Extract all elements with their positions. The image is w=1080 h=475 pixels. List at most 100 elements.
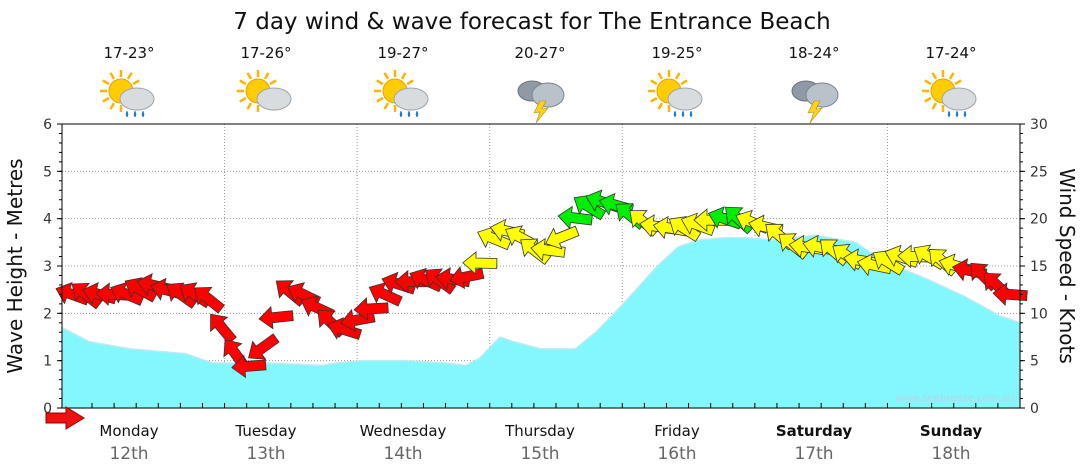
left-tick-label: 1 <box>43 354 52 370</box>
date-label: 17th <box>794 444 833 464</box>
sun-ray <box>263 72 270 80</box>
cloud-shape <box>667 87 703 111</box>
weather-row: 17-23° 17-26° 19-27° 20-27° 19-25° 18-24° 17-2… <box>100 44 977 124</box>
rain-drop <box>673 110 677 118</box>
storm-icon <box>791 80 839 124</box>
watermark: www.seabreeze.com.au <box>896 393 1014 404</box>
day-label: Sunday <box>920 422 983 440</box>
sun-ray <box>246 72 253 80</box>
cloud-shape <box>531 82 565 108</box>
wind-arrow <box>530 237 566 262</box>
day-label: Saturday <box>776 422 853 440</box>
date-label: 12th <box>109 444 148 464</box>
storm-icon <box>517 80 565 124</box>
wind-arrow <box>462 251 498 275</box>
day-label: Friday <box>654 422 700 440</box>
left-tick-label: 6 <box>43 117 52 133</box>
left-axis: 0 1 2 3 4 5 6 <box>43 117 62 417</box>
right-tick-label: 25 <box>1030 164 1048 180</box>
temperature-range: 17-26° <box>240 44 291 62</box>
rain-drop <box>415 110 419 118</box>
sun-ray <box>924 96 932 103</box>
sun-ray <box>269 79 277 86</box>
rain-drop <box>963 110 967 118</box>
left-tick-label: 5 <box>43 164 52 180</box>
sun-ray <box>383 72 390 80</box>
sun-ray <box>132 79 140 86</box>
date-label: 14th <box>383 444 422 464</box>
cloud-shape <box>805 82 839 108</box>
sun-ray <box>650 96 658 103</box>
wind-arrow <box>327 317 363 340</box>
temperature-range: 19-27° <box>377 44 428 62</box>
temperature-range: 20-27° <box>514 44 565 62</box>
sun-ray <box>657 102 664 110</box>
left-tick-label: 0 <box>43 401 52 417</box>
plot-area <box>55 123 1028 409</box>
sun-ray <box>246 102 253 110</box>
left-tick-label: 2 <box>43 306 52 322</box>
rain-drop <box>125 110 129 118</box>
x-axis: Monday 12th Tuesday 13th Wednesday 14th Thursd… <box>91 403 1021 464</box>
sun-ray <box>109 72 116 80</box>
day-label: Thursday <box>504 422 575 440</box>
sun-ray <box>954 79 962 86</box>
left-tick-label: 4 <box>43 212 52 228</box>
sun-ray <box>650 79 658 86</box>
left-tick-label: 3 <box>43 259 52 275</box>
cloud-shape <box>393 87 429 111</box>
day-label: Wednesday <box>360 422 447 440</box>
date-label: 18th <box>931 444 970 464</box>
cloud-shape <box>119 87 155 111</box>
sun-cloud-rain-icon <box>374 70 429 118</box>
sun-ray <box>239 96 247 103</box>
sun-ray <box>674 72 681 80</box>
sun-ray <box>406 79 414 86</box>
sun-cloud-rain-icon <box>648 70 703 118</box>
wind-arrow <box>194 287 225 314</box>
wind-direction-arrow-icon <box>45 406 85 430</box>
left-axis-title: Wave Height - Metres <box>3 158 27 373</box>
sun-ray <box>931 102 938 110</box>
rain-drop <box>399 110 403 118</box>
wind-arrow <box>258 305 294 330</box>
cloud-shape <box>256 87 292 111</box>
wind-arrow <box>248 333 280 360</box>
sun-ray <box>239 79 247 86</box>
rain-drop <box>133 110 137 118</box>
date-label: 13th <box>246 444 285 464</box>
wind-arrow <box>545 225 580 250</box>
sun-ray <box>109 102 116 110</box>
sun-ray <box>126 72 133 80</box>
rain-drop <box>955 110 959 118</box>
sun-ray <box>657 72 664 80</box>
rain-drop <box>689 110 693 118</box>
wind-arrow <box>210 313 237 345</box>
right-tick-label: 15 <box>1030 259 1048 275</box>
sun-cloud-icon <box>237 70 292 112</box>
sun-ray <box>680 79 688 86</box>
rain-drop <box>141 110 145 118</box>
wind-arrow <box>668 216 702 242</box>
wind-arrow <box>353 297 389 321</box>
sun-cloud-rain-icon <box>100 70 155 118</box>
right-axis-title: Wind Speed - Knots <box>1055 168 1079 364</box>
sun-ray <box>383 102 390 110</box>
temperature-range: 17-24° <box>925 44 976 62</box>
rain-drop <box>947 110 951 118</box>
right-axis: 0 5 10 15 20 25 30 <box>1020 117 1048 417</box>
sun-ray <box>948 72 955 80</box>
wind-arrow <box>872 249 906 276</box>
lightning-bolt <box>807 100 823 124</box>
rain-drop <box>681 110 685 118</box>
sun-ray <box>102 79 110 86</box>
wind-arrow <box>992 282 1028 306</box>
sun-ray <box>376 96 384 103</box>
right-tick-label: 10 <box>1030 306 1048 322</box>
sun-ray <box>376 79 384 86</box>
day-label: Tuesday <box>234 422 296 440</box>
temperature-range: 18-24° <box>788 44 839 62</box>
lightning-bolt <box>533 100 549 124</box>
direction-arrow-shape <box>45 406 85 430</box>
